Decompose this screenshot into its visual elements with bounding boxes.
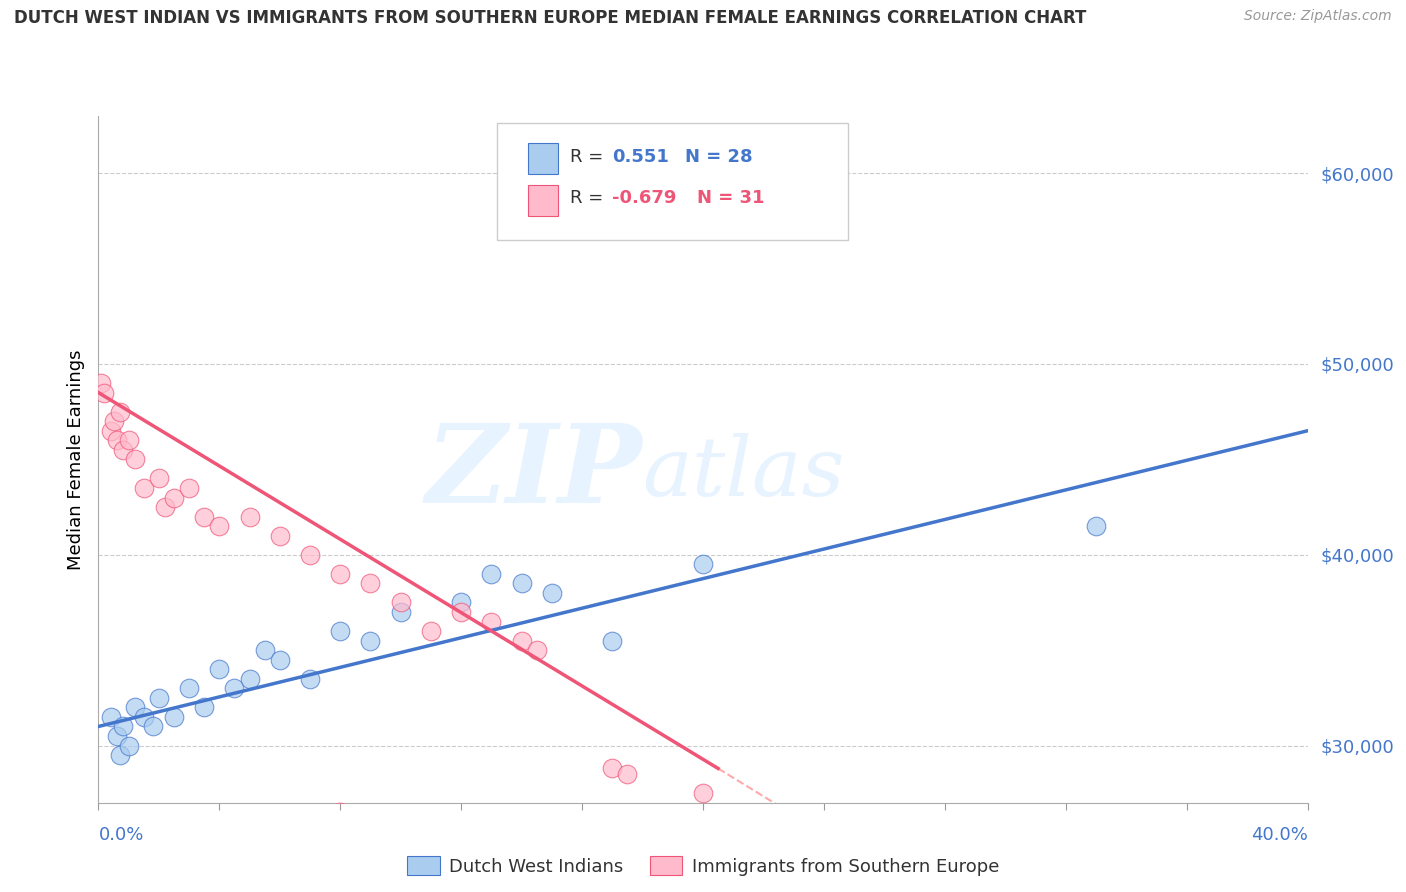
- Text: R =: R =: [569, 148, 609, 166]
- Point: [193, 700, 215, 714]
- Point: [103, 414, 125, 428]
- Point: [100, 710, 122, 724]
- Text: N = 31: N = 31: [697, 189, 765, 207]
- Text: ZIP: ZIP: [426, 419, 643, 527]
- Point: [389, 605, 412, 619]
- Point: [540, 586, 562, 600]
- Text: R =: R =: [569, 189, 609, 207]
- Point: [526, 643, 548, 657]
- Text: 40.0%: 40.0%: [1251, 826, 1308, 844]
- Point: [100, 424, 122, 438]
- Point: [616, 767, 638, 781]
- Text: -0.679: -0.679: [612, 189, 676, 207]
- Point: [105, 434, 128, 448]
- Point: [299, 672, 322, 686]
- Point: [193, 509, 215, 524]
- Point: [93, 385, 115, 400]
- Point: [108, 405, 131, 419]
- Point: [163, 710, 186, 724]
- Point: [510, 633, 533, 648]
- Bar: [527, 144, 558, 174]
- Point: [450, 595, 472, 609]
- Point: [208, 662, 231, 676]
- Point: [602, 633, 624, 648]
- Point: [360, 576, 382, 591]
- Text: 0.0%: 0.0%: [98, 826, 143, 844]
- Point: [124, 700, 146, 714]
- Point: [90, 376, 112, 390]
- Legend: Dutch West Indians, Immigrants from Southern Europe: Dutch West Indians, Immigrants from Sout…: [399, 849, 1007, 883]
- Point: [1085, 519, 1108, 533]
- Point: [148, 471, 170, 485]
- Point: [239, 672, 262, 686]
- Point: [224, 681, 246, 696]
- FancyBboxPatch shape: [498, 123, 848, 240]
- Point: [124, 452, 146, 467]
- Point: [269, 653, 291, 667]
- Point: [153, 500, 176, 514]
- Point: [163, 491, 186, 505]
- Point: [329, 566, 352, 581]
- Point: [148, 690, 170, 705]
- Point: [253, 643, 276, 657]
- Point: [132, 710, 155, 724]
- Point: [208, 519, 231, 533]
- Point: [602, 761, 624, 775]
- Point: [269, 529, 291, 543]
- Bar: [527, 185, 558, 216]
- Point: [420, 624, 443, 638]
- Point: [142, 719, 165, 733]
- Point: [118, 739, 141, 753]
- Text: 0.551: 0.551: [612, 148, 669, 166]
- Text: DUTCH WEST INDIAN VS IMMIGRANTS FROM SOUTHERN EUROPE MEDIAN FEMALE EARNINGS CORR: DUTCH WEST INDIAN VS IMMIGRANTS FROM SOU…: [14, 9, 1087, 27]
- Point: [179, 681, 201, 696]
- Point: [481, 615, 503, 629]
- Text: Source: ZipAtlas.com: Source: ZipAtlas.com: [1244, 9, 1392, 23]
- Point: [239, 509, 262, 524]
- Y-axis label: Median Female Earnings: Median Female Earnings: [66, 349, 84, 570]
- Point: [329, 624, 352, 638]
- Point: [510, 576, 533, 591]
- Point: [299, 548, 322, 562]
- Point: [118, 434, 141, 448]
- Point: [450, 605, 472, 619]
- Point: [105, 729, 128, 743]
- Point: [132, 481, 155, 495]
- Text: atlas: atlas: [643, 434, 845, 513]
- Point: [111, 719, 134, 733]
- Point: [360, 633, 382, 648]
- Point: [329, 805, 352, 820]
- Point: [389, 595, 412, 609]
- Point: [481, 566, 503, 581]
- Point: [692, 786, 714, 800]
- Point: [111, 442, 134, 457]
- Point: [108, 748, 131, 763]
- Point: [692, 558, 714, 572]
- Point: [179, 481, 201, 495]
- Text: N = 28: N = 28: [685, 148, 752, 166]
